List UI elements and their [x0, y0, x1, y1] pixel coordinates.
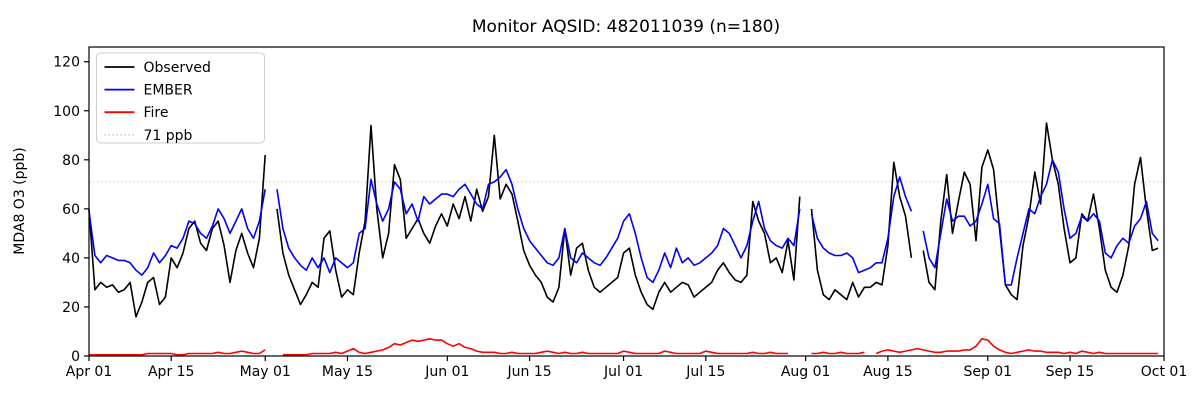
legend-label: Observed: [144, 60, 211, 76]
y-tick-label: 0: [71, 349, 80, 365]
y-tick-label: 80: [62, 153, 80, 169]
x-tick-label: May 15: [322, 364, 373, 380]
legend-label: 71 ppb: [144, 128, 193, 144]
plot-area: Apr 01 Apr 15 May 01 May 15 Jun 01 Jun 15 Jul …: [53, 46, 1187, 380]
x-tick-label: Aug 15: [863, 364, 913, 380]
y-tick-label: 60: [62, 202, 80, 218]
x-tick-label: Jul 01: [603, 364, 643, 380]
x-tick-label: Jun 15: [507, 364, 552, 380]
x-tick-label: Sep 15: [1046, 364, 1095, 380]
ember-line: [88, 159, 1159, 286]
legend-label: EMBER: [144, 83, 193, 99]
y-tick-label: 100: [53, 104, 80, 120]
x-tick-label: Jun 01: [424, 364, 469, 380]
legend-box: [96, 52, 265, 144]
y-tick-label: 40: [62, 251, 80, 267]
x-tick-label: Jul 15: [685, 364, 725, 380]
plot-border: [88, 46, 1165, 357]
y-tick-label: 120: [53, 55, 80, 71]
chart-title: Monitor AQSID: 482011039 (n=180): [472, 17, 780, 37]
fire-line: [89, 338, 1159, 356]
y-axis-label: MDA8 O3 (ppb): [12, 147, 28, 255]
legend-label: Fire: [144, 105, 169, 121]
x-tick-label: Apr 15: [148, 364, 194, 380]
x-tick-label: Oct 01: [1141, 364, 1187, 380]
y-tick-label: 20: [62, 300, 80, 316]
observed-line: [88, 122, 1159, 318]
x-tick-label: Aug 01: [781, 364, 831, 380]
x-tick-label: Apr 01: [66, 364, 112, 380]
x-tick-label: May 01: [240, 364, 291, 380]
x-tick-label: Sep 01: [963, 364, 1012, 380]
